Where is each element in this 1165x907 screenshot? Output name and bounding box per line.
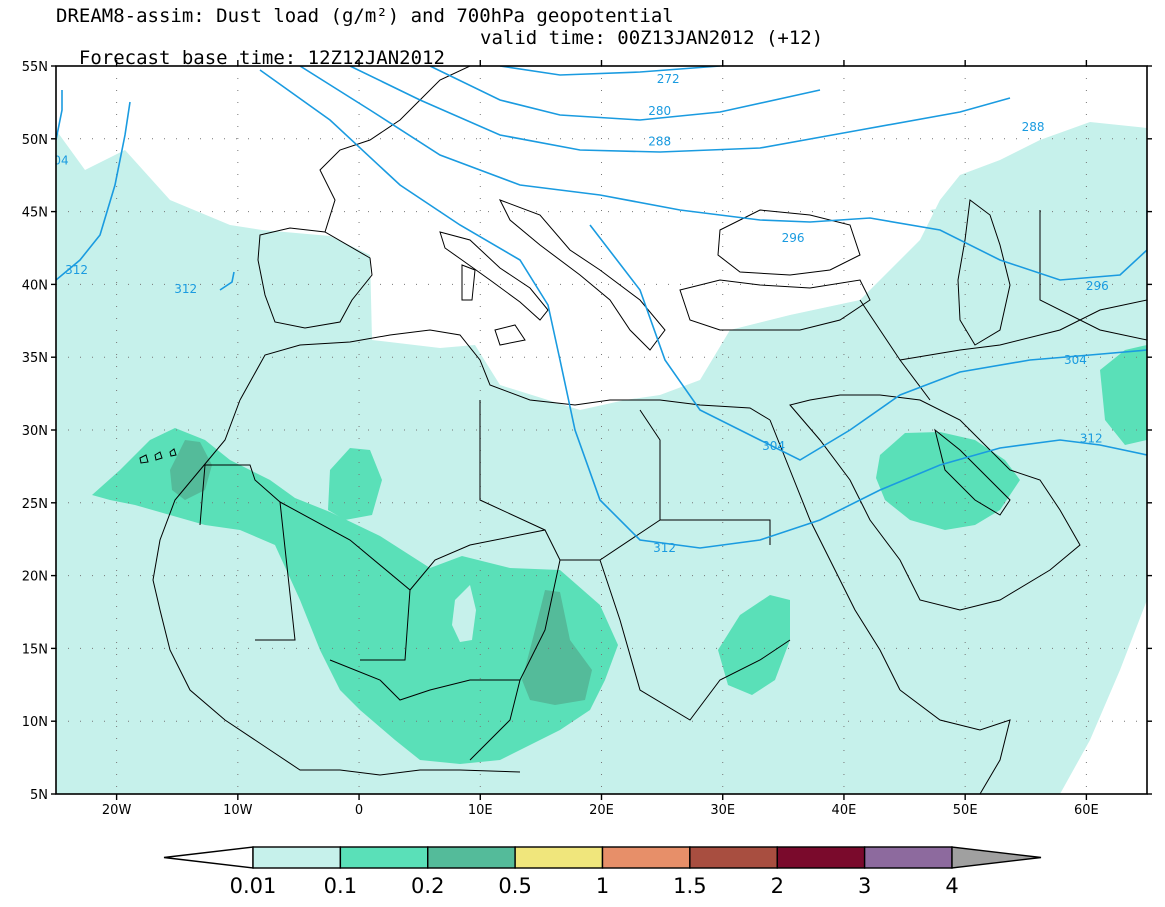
lon-label: 40E bbox=[832, 803, 857, 818]
contour-label: 288 bbox=[1022, 120, 1045, 134]
contour-label: 312 bbox=[65, 263, 88, 277]
coastlines-borders bbox=[139, 66, 1147, 794]
contour-label: 312 bbox=[653, 541, 676, 555]
contour-label: 312 bbox=[1080, 432, 1103, 446]
longitude-labels: 20W 10W 0 10E 20E 30E 40E 50E 60E bbox=[102, 60, 1099, 818]
colorbar-swatch bbox=[776, 846, 866, 869]
colorbar-label: 2 bbox=[771, 874, 784, 898]
colorbar-swatch bbox=[689, 846, 778, 869]
colorbar-swatch bbox=[427, 846, 516, 869]
colorbar-swatch bbox=[863, 846, 953, 869]
colorbar-label: 0.01 bbox=[230, 874, 277, 898]
colorbar-label: 3 bbox=[858, 874, 871, 898]
lat-label: 35N bbox=[22, 351, 48, 366]
colorbar-swatch bbox=[339, 846, 429, 869]
lon-label: 10E bbox=[468, 803, 493, 818]
lat-label: 30N bbox=[22, 424, 48, 439]
colorbar: 0.01 0.1 0.2 0.5 1 1.5 2 3 4 bbox=[163, 846, 1042, 898]
colorbar-label: 0.2 bbox=[411, 874, 444, 898]
colorbar-swatch bbox=[514, 846, 604, 869]
lat-label: 40N bbox=[22, 278, 48, 293]
lon-label: 30E bbox=[710, 803, 735, 818]
contour-label: 272 bbox=[657, 72, 680, 86]
colorbar-label: 1.5 bbox=[673, 874, 706, 898]
colorbar-label: 0.5 bbox=[498, 874, 531, 898]
dust-level-0-01-hole bbox=[452, 585, 476, 642]
contour-labels: 272 280 288 288 296 296 304 304 304 312 312 312 312 bbox=[46, 72, 1109, 555]
contour-label: 304 bbox=[762, 439, 785, 453]
contour-label: 304 bbox=[1064, 353, 1087, 367]
geopotential-contours bbox=[56, 66, 1147, 549]
colorbar-swatch bbox=[252, 846, 342, 869]
lon-label: 50E bbox=[953, 803, 978, 818]
lat-label: 55N bbox=[22, 60, 48, 75]
lat-label: 5N bbox=[30, 788, 48, 803]
lat-label: 15N bbox=[22, 642, 48, 657]
colorbar-swatch bbox=[601, 846, 691, 869]
lat-label: 25N bbox=[22, 497, 48, 512]
valid-time: valid time: 00Z13JAN2012 (+12) bbox=[480, 27, 824, 49]
forecast-time-line: Forecast base time: 12Z12JAN2012 valid t… bbox=[56, 28, 823, 88]
contour-label: 288 bbox=[648, 135, 671, 149]
colorbar-label: 4 bbox=[945, 874, 958, 898]
colorbar-under-triangle bbox=[163, 846, 254, 869]
colorbar-label: 1 bbox=[596, 874, 609, 898]
colorbar-over-triangle bbox=[951, 846, 1042, 869]
contour-label: 296 bbox=[1086, 279, 1109, 293]
map-title: DREAM8-assim: Dust load (g/m²) and 700hP… bbox=[56, 5, 674, 27]
contour-label: 304 bbox=[46, 154, 69, 168]
dust-level-0-2-area bbox=[170, 440, 592, 705]
lat-label: 45N bbox=[22, 206, 48, 221]
lon-label: 0 bbox=[355, 803, 363, 818]
lon-label: 10W bbox=[223, 803, 253, 818]
lat-label: 20N bbox=[22, 570, 48, 585]
contour-label: 280 bbox=[648, 104, 671, 118]
lon-label: 60E bbox=[1074, 803, 1099, 818]
lon-label: 20W bbox=[102, 803, 132, 818]
forecast-base-time: Forecast base time: 12Z12JAN2012 bbox=[78, 47, 445, 69]
lat-label: 10N bbox=[22, 715, 48, 730]
latitude-labels: 55N 50N 45N 40N 35N 30N 25N 20N 15N 10N 5N bbox=[22, 60, 1152, 803]
contour-label: 296 bbox=[782, 231, 805, 245]
lon-label: 20E bbox=[589, 803, 614, 818]
colorbar-label: 0.1 bbox=[324, 874, 357, 898]
lat-label: 50N bbox=[22, 133, 48, 148]
contour-label: 312 bbox=[174, 282, 197, 296]
